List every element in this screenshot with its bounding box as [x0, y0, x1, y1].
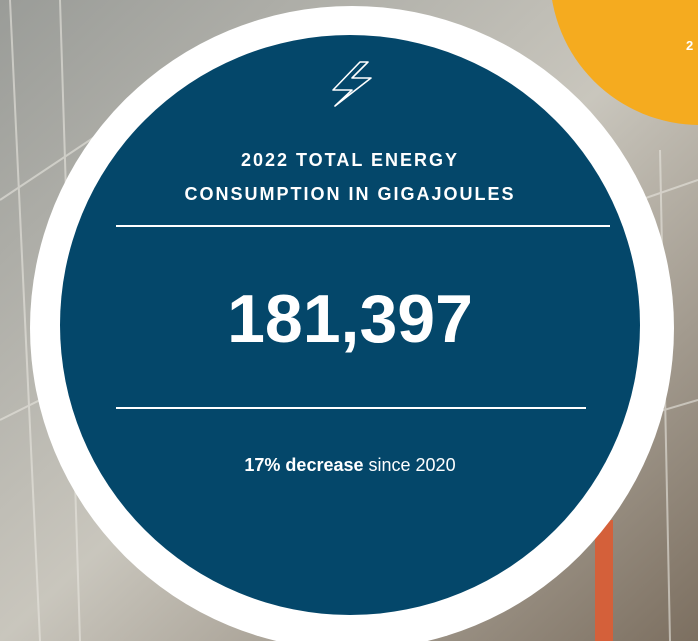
- big-number: 181,397: [100, 280, 600, 358]
- heading: CONSUMPTION IN GIGAJOULES: [100, 184, 600, 205]
- heading: 2022 TOTAL ENERGY: [100, 150, 600, 171]
- change-note: 17% decrease since 2020: [100, 455, 600, 476]
- red-post: [595, 520, 613, 641]
- change-bold: 17% decrease: [244, 455, 363, 475]
- badge-text: 2: [686, 38, 693, 53]
- page: 2022 TOTAL ENERGY CONSUMPTION IN GIGAJOU…: [0, 0, 698, 641]
- change-rest: since 2020: [369, 455, 456, 475]
